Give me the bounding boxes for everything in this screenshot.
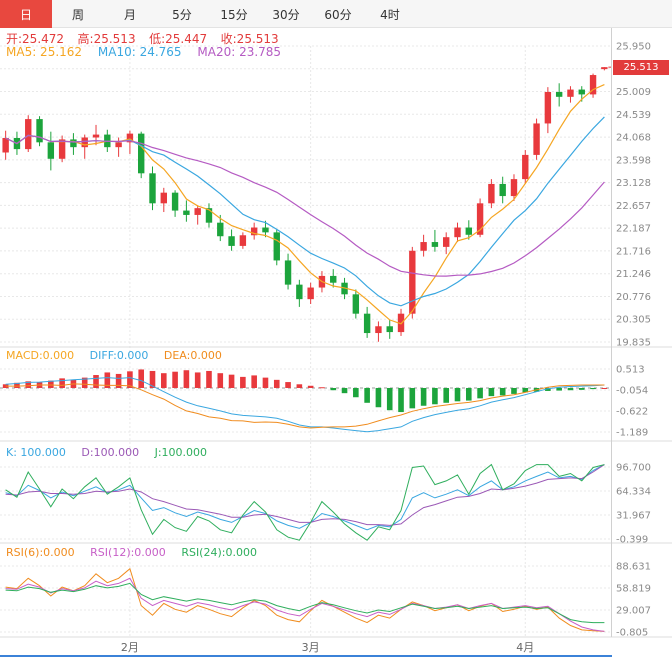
svg-text:22.657: 22.657: [616, 201, 651, 212]
low-value: 低:25.447: [149, 32, 208, 46]
current-price-tag: 25.513: [613, 59, 669, 75]
timeframe-tabbar: 日 周 月 5分 15分 30分 60分 4时: [0, 0, 672, 28]
tab-4hour[interactable]: 4时: [380, 7, 400, 22]
close-value: 收:25.513: [220, 32, 279, 46]
rsi12-value: RSI(12):0.000: [90, 546, 166, 559]
k-value: K: 100.000: [6, 446, 66, 459]
ma5-line: [5, 84, 605, 325]
x-axis: 2月 3月 4月: [121, 46, 534, 654]
d-line: [5, 464, 605, 526]
svg-text:19.835: 19.835: [616, 338, 651, 349]
tab-15min[interactable]: 15分: [220, 7, 248, 22]
macd-histogram: [2, 369, 608, 413]
ma20-value: MA20: 23.785: [197, 45, 282, 59]
svg-text:-0.399: -0.399: [616, 535, 648, 546]
svg-text:21.246: 21.246: [616, 269, 651, 280]
tab-60min[interactable]: 60分: [324, 7, 352, 22]
svg-text:29.007: 29.007: [616, 606, 651, 617]
svg-text:24.068: 24.068: [616, 133, 651, 144]
j-line: [5, 463, 605, 541]
panel-borders: [0, 28, 672, 638]
rsi6-value: RSI(6):0.000: [6, 546, 75, 559]
j-value: J:100.000: [154, 446, 208, 459]
tab-day[interactable]: 日: [0, 0, 52, 28]
svg-text:0.513: 0.513: [616, 365, 645, 376]
dea-line: [5, 383, 605, 429]
svg-text:23.128: 23.128: [616, 178, 651, 189]
svg-text:20.305: 20.305: [616, 315, 651, 326]
svg-text:96.700: 96.700: [616, 463, 651, 474]
svg-text:25.950: 25.950: [616, 42, 651, 53]
candlestick-series: [2, 67, 608, 342]
svg-text:21.716: 21.716: [616, 246, 651, 257]
k-line: [5, 464, 605, 531]
diff-line: [5, 377, 605, 433]
svg-text:22.187: 22.187: [616, 224, 651, 235]
high-value: 高:25.513: [77, 32, 136, 46]
ma20-line: [5, 134, 605, 277]
svg-text:4月: 4月: [516, 641, 534, 654]
svg-text:25.009: 25.009: [616, 87, 651, 98]
rsi24-line: [5, 582, 605, 624]
chart-scrollbar[interactable]: [0, 655, 612, 657]
svg-text:31.967: 31.967: [616, 511, 651, 522]
svg-text:-0.622: -0.622: [616, 407, 648, 418]
svg-text:-0.805: -0.805: [616, 628, 648, 639]
rsi6-line: [5, 567, 605, 632]
rsi24-value: RSI(24):0.000: [181, 546, 257, 559]
rsi-axis-labels: 88.631 58.819 29.007 -0.805: [0, 562, 651, 639]
ohlc-readout: 开:25.472 高:25.513 低:25.447 收:25.513: [6, 30, 289, 47]
d-value: D:100.000: [81, 446, 140, 459]
kdj-readout: K: 100.000 D:100.000 J:100.000: [6, 446, 219, 459]
open-value: 开:25.472: [6, 32, 65, 46]
svg-text:2月: 2月: [121, 641, 139, 654]
ma10-value: MA10: 24.765: [97, 45, 182, 59]
tab-30min[interactable]: 30分: [272, 7, 300, 22]
svg-text:3月: 3月: [302, 641, 320, 654]
svg-text:-1.189: -1.189: [616, 428, 648, 439]
macd-axis-labels: 0.513 -0.054 -0.622 -1.189: [0, 365, 648, 439]
diff-value: DIFF:0.000: [89, 349, 149, 362]
svg-text:-0.054: -0.054: [616, 386, 648, 397]
tab-month[interactable]: 月: [123, 7, 136, 22]
kdj-axis-labels: 96.700 64.334 31.967 -0.399: [0, 463, 651, 546]
macd-value: MACD:0.000: [6, 349, 75, 362]
macd-readout: MACD:0.000 DIFF:0.000 DEA:0.000: [6, 349, 234, 362]
dea-value: DEA:0.000: [163, 349, 222, 362]
ma-readout: MA5: 25.162 MA10: 24.765 MA20: 23.785: [6, 45, 293, 59]
tab-5min[interactable]: 5分: [172, 7, 192, 22]
svg-text:58.819: 58.819: [616, 584, 651, 595]
tab-week[interactable]: 周: [71, 7, 84, 22]
rsi-readout: RSI(6):0.000 RSI(12):0.000 RSI(24):0.000: [6, 546, 269, 559]
svg-text:20.776: 20.776: [616, 292, 651, 303]
svg-text:23.598: 23.598: [616, 155, 651, 166]
price-axis-labels: 25.950 25.009 24.539 24.068 23.598 23.128 22.6…: [0, 42, 651, 349]
ma5-value: MA5: 25.162: [6, 45, 83, 59]
svg-text:64.334: 64.334: [616, 487, 651, 498]
svg-text:24.539: 24.539: [616, 110, 651, 121]
svg-text:88.631: 88.631: [616, 562, 651, 573]
